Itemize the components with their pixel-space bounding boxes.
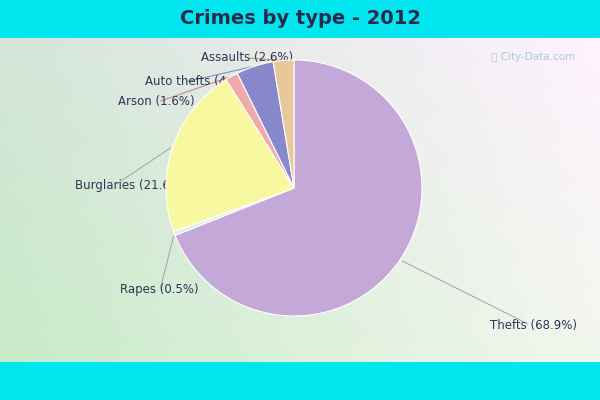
Wedge shape bbox=[226, 73, 294, 188]
Wedge shape bbox=[173, 188, 294, 235]
Bar bbox=[0, 0, 600, 38]
Bar bbox=[0, 362, 600, 400]
Text: Auto thefts (4.7%): Auto thefts (4.7%) bbox=[145, 76, 253, 88]
Text: ⓘ City-Data.com: ⓘ City-Data.com bbox=[491, 52, 575, 62]
Text: Arson (1.6%): Arson (1.6%) bbox=[118, 96, 194, 108]
Wedge shape bbox=[175, 60, 422, 316]
Text: Thefts (68.9%): Thefts (68.9%) bbox=[490, 318, 577, 332]
Wedge shape bbox=[237, 62, 294, 188]
Text: Assaults (2.6%): Assaults (2.6%) bbox=[201, 52, 293, 64]
Wedge shape bbox=[273, 60, 294, 188]
Text: Rapes (0.5%): Rapes (0.5%) bbox=[120, 284, 199, 296]
Wedge shape bbox=[166, 80, 294, 232]
Text: Burglaries (21.6%): Burglaries (21.6%) bbox=[75, 178, 185, 192]
Text: Crimes by type - 2012: Crimes by type - 2012 bbox=[179, 10, 421, 28]
